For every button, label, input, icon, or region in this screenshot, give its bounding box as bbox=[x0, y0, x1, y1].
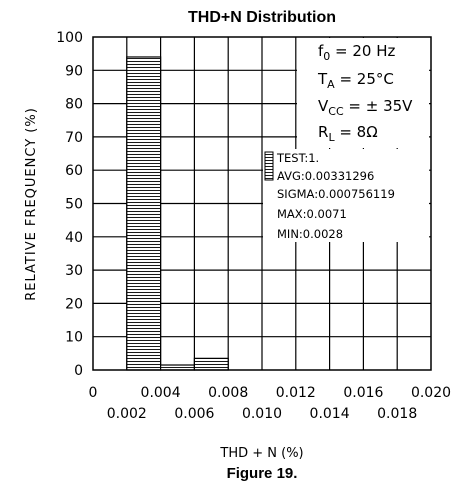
y-tick-label: 100 bbox=[56, 30, 83, 46]
stats-box bbox=[263, 149, 429, 242]
bars bbox=[126, 56, 229, 371]
figure-caption: Figure 19. bbox=[227, 465, 298, 482]
x-tick-label: 0.012 bbox=[276, 385, 316, 401]
x-tick-label: 0.010 bbox=[242, 406, 282, 422]
stat-max: MAX:0.0071 bbox=[277, 207, 347, 221]
x-axis-label: THD + N (%) bbox=[219, 446, 303, 461]
stat-sigma: SIGMA:0.000756119 bbox=[277, 187, 395, 201]
y-tick-label: 10 bbox=[65, 330, 83, 346]
legend-swatch bbox=[264, 151, 274, 181]
y-tick-labels: 0 10 20 30 40 50 60 70 80 90 100 bbox=[56, 30, 83, 379]
chart-title: THD+N Distribution bbox=[188, 9, 336, 26]
stat-min: MIN:0.0028 bbox=[277, 227, 343, 241]
y-axis-label: RELATIVE FREQUENCY (%) bbox=[24, 107, 39, 301]
x-tick-label: 0.004 bbox=[141, 385, 181, 401]
x-tick-label: 0.014 bbox=[310, 406, 350, 422]
histogram-bar bbox=[193, 357, 229, 371]
y-tick-label: 60 bbox=[65, 163, 83, 179]
plot-frame bbox=[92, 36, 432, 371]
x-tick-label: 0.008 bbox=[208, 385, 248, 401]
x-tick-label: 0.018 bbox=[377, 406, 417, 422]
cond-f0: f0 = 20 Hz bbox=[318, 42, 396, 63]
y-tick-label: 80 bbox=[65, 97, 83, 113]
cond-vcc: VCC = ± 35V bbox=[318, 97, 413, 118]
y-tick-label: 90 bbox=[65, 63, 83, 79]
cond-ta: TA = 25°C bbox=[317, 70, 394, 91]
x-tick-label: 0 bbox=[89, 385, 98, 401]
conditions-box bbox=[297, 38, 429, 148]
x-tick-labels: 0 0.004 0.008 0.012 0.016 0.020 0.002 0.006 0.01… bbox=[89, 385, 452, 422]
stat-avg: AVG:0.00331296 bbox=[277, 169, 374, 183]
x-tick-label: 0.020 bbox=[411, 385, 451, 401]
x-tick-label: 0.002 bbox=[107, 406, 147, 422]
stat-test: TEST:1. bbox=[276, 151, 319, 165]
y-tick-label: 30 bbox=[65, 263, 83, 279]
x-tick-label: 0.006 bbox=[174, 406, 214, 422]
x-tick-label: 0.016 bbox=[343, 385, 383, 401]
histogram-bar bbox=[126, 56, 162, 371]
y-tick-label: 20 bbox=[65, 296, 83, 312]
y-tick-label: 70 bbox=[65, 130, 83, 146]
y-tick-label: 0 bbox=[74, 363, 83, 379]
y-tick-label: 50 bbox=[65, 197, 83, 213]
cond-rl: RL = 8Ω bbox=[318, 123, 378, 144]
y-tick-label: 40 bbox=[65, 230, 83, 246]
